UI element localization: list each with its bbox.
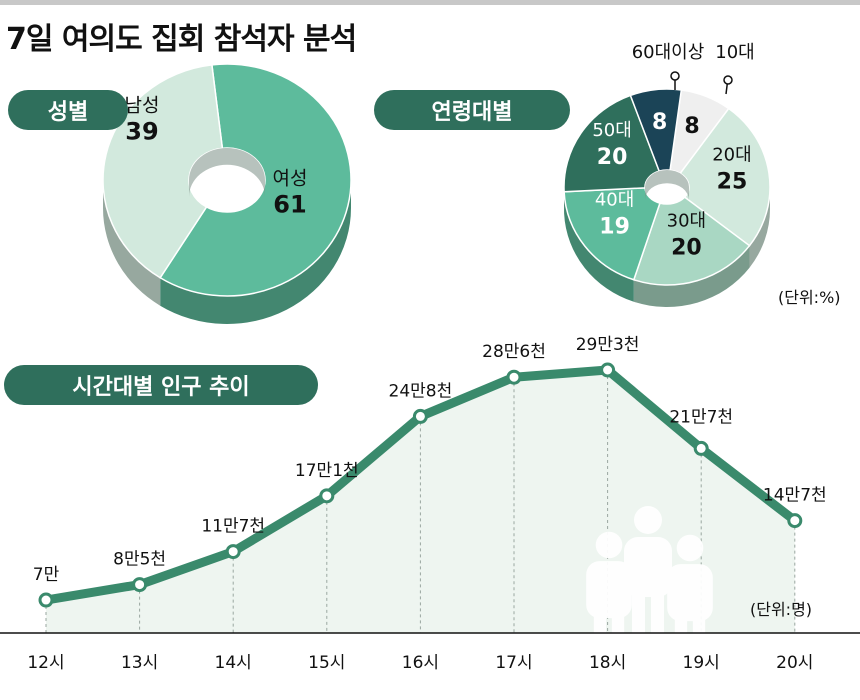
x-tick-label-1: 13시	[121, 653, 158, 673]
x-tick-label-8: 20시	[776, 653, 813, 673]
section-time-label: 시간대별 인구 추이	[4, 365, 318, 405]
value-label-7: 21만7천	[669, 407, 733, 427]
age-unit-label: (단위:%)	[778, 288, 841, 307]
gender-slice-male-side	[103, 180, 161, 306]
age-callout-60s-dot	[670, 71, 680, 81]
x-tick-label-4: 16시	[402, 653, 439, 673]
age-callout-60s-label: 60대이상	[632, 42, 705, 63]
value-label-4: 24만8천	[389, 381, 453, 401]
data-point-5	[506, 369, 522, 385]
x-tick-label-6: 18시	[589, 653, 626, 673]
age-slice-40s-side	[564, 191, 634, 302]
age-slice-30s-side	[633, 245, 750, 308]
age-slice-20s-label: 20대	[712, 144, 751, 165]
age-slice-50s-label: 50대	[592, 120, 631, 141]
age-slice-40s-value: 19	[599, 214, 630, 239]
age-callout-10s-dot	[723, 75, 733, 85]
x-tick-label-2: 14시	[215, 653, 252, 673]
gender-slice-female-value: 61	[273, 190, 306, 218]
gender-slice-male-label: 남성	[125, 95, 160, 117]
gender-slice-female-label: 여성	[273, 167, 308, 189]
section-age-label: 연령대별	[374, 90, 570, 130]
value-label-1: 8만5천	[113, 550, 166, 570]
page-title: 7일 여의도 집회 참석자 분석	[6, 22, 357, 57]
gender-donut-hole-wall	[189, 148, 265, 197]
data-point-1	[132, 577, 148, 593]
data-point-7	[693, 440, 709, 456]
age-donut-hole-wall	[645, 170, 689, 201]
age-slice-20s-value: 25	[717, 169, 748, 194]
age-slice-30s	[632, 196, 751, 286]
age-slice-30s-label: 30대	[667, 211, 706, 232]
value-label-5: 28만6천	[482, 342, 546, 362]
data-point-2	[225, 544, 241, 560]
value-label-8: 14만7천	[763, 486, 827, 506]
age-callout-10s-label: 10대	[715, 42, 754, 63]
people-icon	[586, 506, 713, 661]
value-label-2: 11만7천	[201, 517, 265, 537]
gender-slice-male-value: 39	[125, 118, 158, 146]
age-slice-60s-plus-value: 8	[652, 110, 667, 135]
value-label-0: 7만	[33, 565, 60, 585]
x-tick-label-3: 15시	[308, 653, 345, 673]
data-point-0	[38, 592, 54, 608]
age-slice-40s	[563, 187, 661, 281]
section-gender-label: 성별	[8, 90, 128, 130]
x-tick-label-5: 17시	[495, 653, 532, 673]
time-unit-label: (단위:명)	[750, 600, 813, 619]
top-divider	[0, 0, 860, 5]
gender-slice-female-side	[160, 180, 351, 324]
data-point-6	[600, 362, 616, 378]
x-tick-label-7: 19시	[683, 653, 720, 673]
data-point-4	[412, 408, 428, 424]
age-slice-40s-label: 40대	[595, 189, 634, 210]
age-slice-30s-value: 20	[671, 236, 702, 261]
data-point-8	[787, 513, 803, 529]
value-label-6: 29만3천	[576, 335, 640, 355]
age-slice-20s-side	[749, 187, 770, 268]
x-tick-label-0: 12시	[27, 653, 64, 673]
age-slice-50s-value: 20	[597, 145, 628, 170]
data-point-3	[319, 488, 335, 504]
age-slice-10s-value: 8	[684, 114, 699, 139]
value-label-3: 17만1천	[295, 461, 359, 481]
